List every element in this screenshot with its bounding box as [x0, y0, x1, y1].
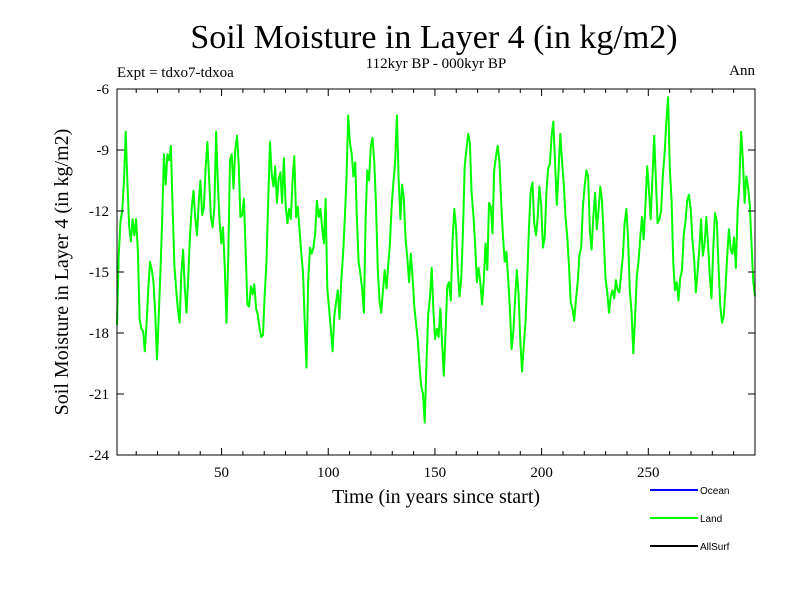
chart-subtitle: 112kyr BP - 000kyr BP [366, 56, 507, 72]
x-tick-label: 50 [214, 465, 229, 481]
x-axis-label: Time (in years since start) [332, 486, 540, 508]
chart-title: Soil Moisture in Layer 4 (in kg/m2) [190, 19, 677, 56]
plot-frame [116, 88, 756, 456]
legend-label-allsurf: AllSurf [700, 542, 730, 553]
y-tick-label: -15 [89, 265, 109, 281]
y-tick-label: -24 [89, 448, 109, 464]
legend-label-land: Land [700, 514, 722, 525]
x-tick-label: 150 [424, 465, 447, 481]
y-tick-label: -9 [97, 143, 110, 159]
season-label: Ann [729, 63, 755, 79]
x-tick-label: 100 [317, 465, 340, 481]
y-tick-label: -6 [97, 82, 110, 98]
x-tick-label: 250 [637, 465, 660, 481]
y-tick-label: -21 [89, 387, 109, 403]
legend-label-ocean: Ocean [700, 486, 729, 497]
y-tick-label: -12 [89, 204, 109, 220]
x-tick-label: 200 [530, 465, 553, 481]
y-tick-label: -18 [89, 326, 109, 342]
y-axis-label: Soil Moisture in Layer 4 (in kg/m2) [51, 129, 73, 416]
series-line-land [116, 96, 756, 424]
experiment-label: Expt = tdxo7-tdxoa [117, 65, 234, 81]
